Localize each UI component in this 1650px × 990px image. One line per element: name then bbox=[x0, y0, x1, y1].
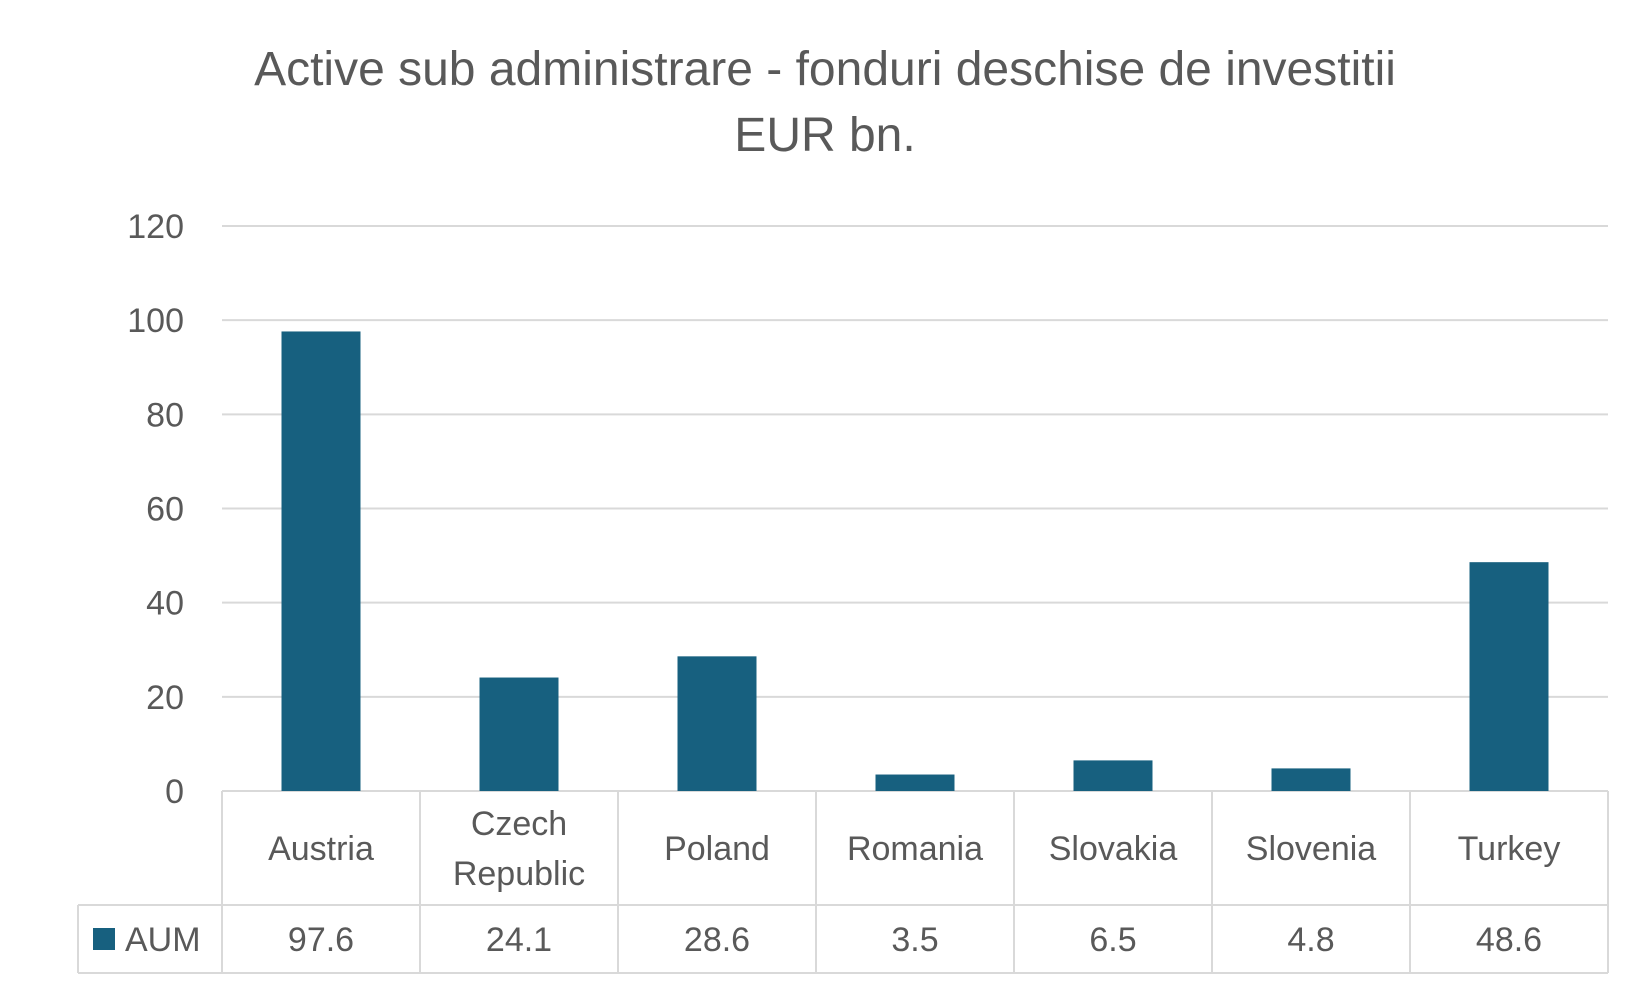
x-category-label: Turkey bbox=[1458, 830, 1561, 868]
y-tick-label: 0 bbox=[165, 773, 184, 811]
bar bbox=[281, 331, 361, 791]
y-tick-label: 100 bbox=[127, 302, 184, 340]
x-category-label: Republic bbox=[453, 855, 585, 893]
y-tick-label: 60 bbox=[146, 491, 184, 529]
x-category-label: Czech bbox=[471, 805, 567, 843]
legend-label-aum: AUM bbox=[125, 921, 201, 959]
data-table-value: 97.6 bbox=[288, 921, 354, 959]
data-table-value: 6.5 bbox=[1089, 921, 1136, 959]
y-tick-label: 120 bbox=[127, 208, 184, 246]
bar bbox=[875, 774, 955, 791]
legend-swatch-aum bbox=[93, 928, 115, 950]
chart-subtitle: EUR bn. bbox=[734, 109, 916, 162]
x-category-label: Poland bbox=[664, 830, 770, 868]
y-tick-label: 80 bbox=[146, 396, 184, 434]
bar bbox=[1271, 768, 1351, 791]
y-tick-label: 40 bbox=[146, 585, 184, 623]
bar bbox=[1073, 760, 1153, 791]
bar bbox=[1469, 562, 1549, 791]
bar bbox=[677, 656, 757, 791]
data-table-value: 28.6 bbox=[684, 921, 750, 959]
x-category-label: Slovenia bbox=[1246, 830, 1377, 868]
bar bbox=[479, 677, 559, 791]
chart-title: Active sub administrare - fonduri deschi… bbox=[254, 43, 1396, 96]
x-category-label: Slovakia bbox=[1049, 830, 1178, 868]
x-category-label: Romania bbox=[847, 830, 983, 868]
data-table-value: 48.6 bbox=[1476, 921, 1542, 959]
x-category-label: Austria bbox=[268, 830, 374, 868]
data-table-value: 3.5 bbox=[891, 921, 938, 959]
data-table-value: 24.1 bbox=[486, 921, 552, 959]
data-table-value: 4.8 bbox=[1287, 921, 1334, 959]
y-tick-label: 20 bbox=[146, 679, 184, 717]
